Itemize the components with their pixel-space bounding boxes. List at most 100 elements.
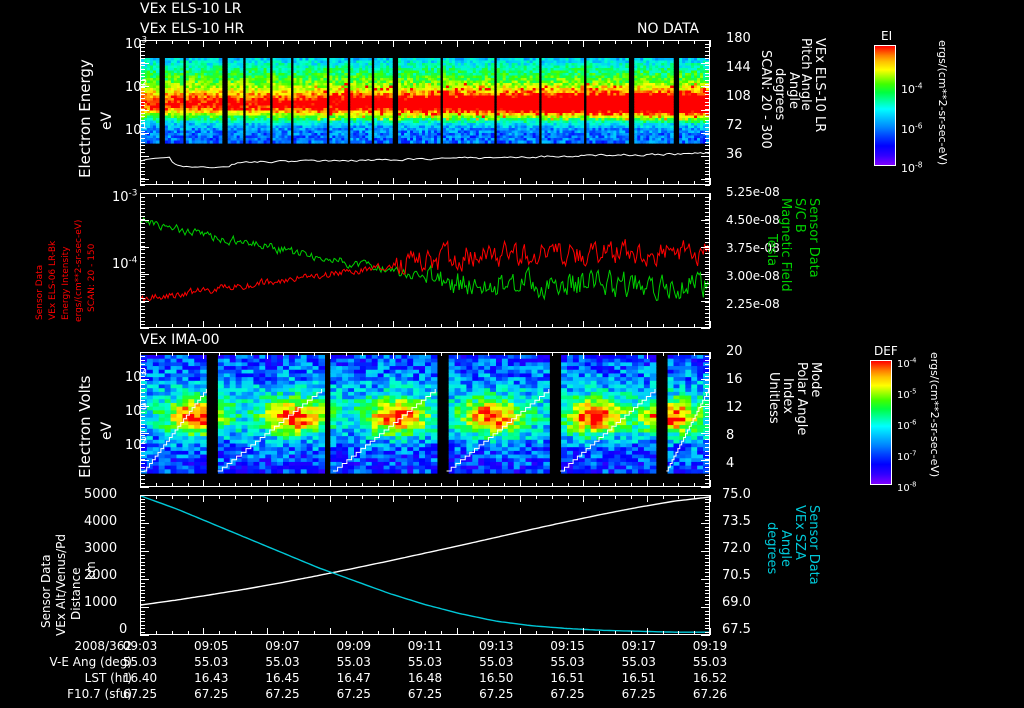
panel2-right-label-magnetic-field: Magnetic Field xyxy=(778,198,793,292)
time-axis-cell-ve_ang-2: 55.03 xyxy=(265,655,300,669)
time-axis-cell-lst-3: 16.47 xyxy=(336,671,371,685)
panel3-colorbar-title: DEF xyxy=(874,344,898,358)
time-axis-cell-time-1: 09:05 xyxy=(193,639,229,653)
panel4-left-label-sensor-data: Sensor Data xyxy=(39,554,53,628)
panel4-right-label-degrees: degrees xyxy=(764,522,779,575)
panel2-right-label-sensor-data: Sensor Data xyxy=(806,198,821,278)
panel2-right-ticklabel-3: 3.75e-08 xyxy=(726,241,780,255)
time-axis-cell-f107-7: 67.25 xyxy=(621,687,656,701)
time-axis-cell-time-6: 09:15 xyxy=(550,639,585,653)
panel1-colorbar-ticklabel-1: 10-4 xyxy=(901,81,923,96)
panel2-right-ticklabel-4: 3.00e-08 xyxy=(726,269,780,283)
time-axis-cell-lst-4: 16.48 xyxy=(407,671,443,685)
panel2-left-label-energy-intensity: Energy Intensity xyxy=(61,246,71,320)
panel2-left-label-instrument: VEx ELS-06 LR-Bk xyxy=(48,240,58,320)
panel3-right-label-index: Index xyxy=(780,378,795,414)
panel4-left-ticklabel-4000: 4000 xyxy=(84,514,118,529)
time-axis-cell-ve_ang-7: 55.03 xyxy=(621,655,656,669)
panel3-left-ticklabel-1e3: 103 xyxy=(125,402,148,419)
time-axis-row-label-2: LST (hr) xyxy=(84,671,132,685)
time-axis-cell-ve_ang-6: 55.03 xyxy=(550,655,585,669)
panel1-right-ticklabel-36: 36 xyxy=(726,147,743,162)
time-axis-cell-f107-1: 67.25 xyxy=(194,687,229,701)
panel1-spectrogram xyxy=(141,41,709,184)
time-axis-cell-lst-6: 16.51 xyxy=(550,671,585,685)
panel2-left-ticklabel-1e-3: 10-3 xyxy=(112,188,138,205)
time-axis-cell-ve_ang-5: 55.03 xyxy=(479,655,514,669)
panel2-line-traces xyxy=(141,194,709,327)
panel4-line-traces xyxy=(141,496,709,634)
time-axis-cell-lst-8: 16.52 xyxy=(692,671,728,685)
panel1-right-label-angle: Angle xyxy=(786,72,801,109)
panel4-right-ticklabel-675: 67.5 xyxy=(722,622,751,637)
time-axis-cell-ve_ang-3: 55.03 xyxy=(336,655,371,669)
time-axis-cell-time-0: 09:03 xyxy=(122,639,158,653)
panel1-right-label-degrees: degrees xyxy=(772,68,787,121)
panel2-right-ticklabel-2: 4.50e-08 xyxy=(726,213,780,227)
panel3-colorbar-units: ergs/(cm**2-sr-sec-eV) xyxy=(928,352,941,478)
panel3-left-axis-label: Electron Volts xyxy=(76,375,94,478)
panel3-colorbar-ticklabel-3: 10-6 xyxy=(897,418,917,432)
panel2-right-ticklabel-5: 2.25e-08 xyxy=(726,297,780,311)
time-axis-cell-lst-1: 16.43 xyxy=(194,671,229,685)
panel3-right-ticklabel-20: 20 xyxy=(726,344,743,359)
panel1-title-lr: VEx ELS-10 LR xyxy=(140,1,242,17)
panel3-colorbar xyxy=(870,360,892,485)
panel3-colorbar-ticklabel-5: 10-8 xyxy=(897,480,917,494)
panel4-right-ticklabel-72: 72.0 xyxy=(722,541,751,556)
panel4-left-ticklabel-3000: 3000 xyxy=(84,541,118,556)
panel2-left-label-units: ergs/(cm**2-sr-sec-eV) xyxy=(74,219,84,322)
panel3-colorbar-ticklabel-4: 10-7 xyxy=(897,449,917,463)
panel1-right-label-scan: SCAN: 20 - 300 xyxy=(758,50,773,149)
time-axis-cell-f107-6: 67.25 xyxy=(550,687,585,701)
panel1-right-ticklabel-108: 108 xyxy=(726,89,751,104)
panel4-plot-frame xyxy=(140,495,710,635)
panel1-colorbar-units: ergs/(cm**2-sr-sec-eV) xyxy=(936,40,949,166)
panel3-right-ticklabel-8: 8 xyxy=(726,428,735,443)
time-axis-row-label-1: V-E Ang (deg) xyxy=(49,655,132,669)
time-axis-cell-lst-2: 16.45 xyxy=(265,671,300,685)
time-axis-cell-time-2: 09:07 xyxy=(265,639,300,653)
panel4-left-ticklabel-0: 0 xyxy=(119,622,128,637)
panel1-left-axis-units: eV xyxy=(99,111,115,130)
panel3-colorbar-ticklabel-1: 10-4 xyxy=(897,356,917,370)
panel4-right-ticklabel-735: 73.5 xyxy=(722,514,751,529)
time-axis-row-label-3: F10.7 (sfu) xyxy=(67,687,132,701)
panel1-colorbar-ticklabel-3: 10-8 xyxy=(901,160,923,175)
panel3-right-label-unitless: Unitless xyxy=(766,372,781,424)
time-axis-cell-ve_ang-0: 55.03 xyxy=(122,655,158,669)
panel3-left-ticklabel-1e4: 104 xyxy=(125,368,148,385)
time-axis-cell-f107-3: 67.25 xyxy=(336,687,371,701)
panel4-left-ticklabel-1000: 1000 xyxy=(84,595,118,610)
panel4-right-label-vex-sza: VEx SZA xyxy=(792,505,807,560)
panel4-right-label-angle: Angle xyxy=(778,530,793,567)
time-axis-cell-time-3: 09:09 xyxy=(336,639,372,653)
time-axis-cell-ve_ang-1: 55.03 xyxy=(194,655,229,669)
panel3-right-label-mode: Mode xyxy=(808,362,823,398)
time-axis-cell-f107-0: 67.25 xyxy=(122,687,158,701)
panel4-left-label-km: km xyxy=(84,561,98,580)
panel1-colorbar-title: EI xyxy=(881,29,893,43)
panel4-left-ticklabel-5000: 5000 xyxy=(84,487,118,502)
panel1-left-ticklabel-10: 101 xyxy=(125,121,148,138)
time-axis-cell-f107-5: 67.25 xyxy=(479,687,514,701)
panel1-title-hr: VEx ELS-10 HR xyxy=(140,21,245,37)
panel4-left-ticklabel-2000: 2000 xyxy=(84,568,118,583)
time-axis-table: 2008/362 V-E Ang (deg) LST (hr) F10.7 (sfu)… xyxy=(0,640,1024,708)
panel1-right-label-sensor: VEx ELS-10 LR xyxy=(812,38,827,133)
panel2-plot-frame xyxy=(140,193,710,328)
no-data-label: NO DATA xyxy=(637,21,700,37)
panel2-left-label-sensor-data: Sensor Data xyxy=(35,264,45,320)
panel3-title: VEx IMA-00 xyxy=(140,332,220,348)
time-axis-cell-time-4: 09:11 xyxy=(407,639,443,653)
panel3-colorbar-ticklabel-2: 10-5 xyxy=(897,387,917,401)
panel1-right-ticklabel-144: 144 xyxy=(726,60,751,75)
panel1-left-ticklabel-100: 102 xyxy=(125,78,148,95)
panel4-left-label-distance: Distance xyxy=(69,567,83,620)
time-axis-cell-f107-4: 67.25 xyxy=(407,687,443,701)
panel3-right-label-polar-angle: Polar Angle xyxy=(794,362,809,436)
panel3-right-ticklabel-12: 12 xyxy=(726,400,743,415)
panel1-colorbar-ticklabel-2: 10-6 xyxy=(901,121,923,136)
panel2-left-label-scan: SCAN: 20 - 150 xyxy=(87,243,97,312)
